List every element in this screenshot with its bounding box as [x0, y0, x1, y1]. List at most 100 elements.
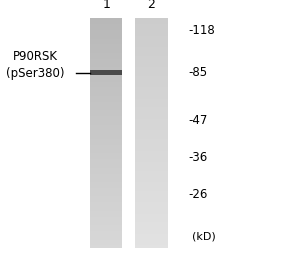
Bar [90, 56, 122, 59]
Bar [135, 196, 168, 200]
Bar [135, 133, 168, 136]
Bar [90, 21, 122, 25]
Bar [90, 110, 122, 114]
Bar [90, 76, 122, 79]
Bar [135, 142, 168, 145]
Bar [135, 107, 168, 111]
Bar [135, 67, 168, 70]
Bar [135, 113, 168, 116]
Bar [135, 179, 168, 182]
Bar [90, 136, 122, 139]
Bar [90, 44, 122, 48]
Bar [90, 148, 122, 151]
Bar [135, 171, 168, 174]
Bar [135, 156, 168, 159]
Bar [135, 128, 168, 131]
Bar [135, 239, 168, 243]
Bar [90, 165, 122, 168]
Bar [135, 153, 168, 157]
Bar [90, 70, 122, 73]
Bar [90, 182, 122, 185]
Text: -47: -47 [188, 114, 207, 127]
Bar [90, 196, 122, 200]
Bar [90, 50, 122, 53]
Bar [135, 185, 168, 188]
Bar [90, 64, 122, 68]
Bar [135, 188, 168, 191]
Bar [90, 205, 122, 208]
Bar [90, 145, 122, 148]
Bar [90, 84, 122, 88]
Bar [135, 145, 168, 148]
Bar [90, 96, 122, 99]
Bar [90, 82, 122, 85]
Bar [90, 191, 122, 194]
Bar [90, 41, 122, 45]
Bar [90, 36, 122, 39]
Bar [135, 82, 168, 85]
Bar [90, 102, 122, 105]
Bar [90, 234, 122, 237]
Bar [90, 59, 122, 62]
Bar [135, 211, 168, 214]
Bar [90, 113, 122, 116]
Bar [135, 30, 168, 33]
Bar [135, 168, 168, 171]
Bar [90, 214, 122, 217]
Bar [135, 70, 168, 73]
Bar [90, 128, 122, 131]
Bar [90, 245, 122, 248]
Bar [135, 159, 168, 162]
Bar [90, 79, 122, 82]
Text: (kD): (kD) [192, 231, 216, 241]
Bar [90, 107, 122, 111]
Bar [135, 202, 168, 205]
Bar [135, 237, 168, 240]
Bar [90, 62, 122, 65]
Bar [135, 199, 168, 202]
Bar [135, 162, 168, 165]
Bar [135, 216, 168, 220]
Bar [90, 171, 122, 174]
Bar [135, 90, 168, 93]
Bar [135, 62, 168, 65]
Bar [90, 225, 122, 228]
Bar [90, 125, 122, 128]
Bar [135, 64, 168, 68]
Bar [90, 176, 122, 180]
Bar [135, 99, 168, 102]
Bar [90, 188, 122, 191]
Bar [135, 44, 168, 48]
Bar [90, 142, 122, 145]
Bar [135, 208, 168, 211]
Bar [90, 133, 122, 136]
Bar [90, 231, 122, 234]
Bar [135, 87, 168, 91]
Bar [90, 150, 122, 154]
Bar [90, 222, 122, 225]
Text: 2: 2 [147, 0, 155, 11]
Bar [135, 228, 168, 231]
Text: -36: -36 [188, 150, 207, 164]
Bar [135, 173, 168, 177]
Bar [135, 47, 168, 50]
Bar [90, 119, 122, 122]
Bar [90, 93, 122, 96]
Bar [90, 53, 122, 56]
Bar [135, 39, 168, 42]
Bar [90, 87, 122, 91]
Bar [135, 56, 168, 59]
Bar [135, 116, 168, 119]
Bar [135, 24, 168, 27]
Bar [90, 162, 122, 165]
Text: -118: -118 [188, 24, 215, 37]
Bar [90, 194, 122, 197]
Bar [135, 182, 168, 185]
Bar [90, 179, 122, 182]
Bar [135, 165, 168, 168]
Bar [90, 156, 122, 159]
Bar [135, 125, 168, 128]
Bar [135, 93, 168, 96]
Bar [90, 73, 122, 76]
Bar [90, 239, 122, 243]
